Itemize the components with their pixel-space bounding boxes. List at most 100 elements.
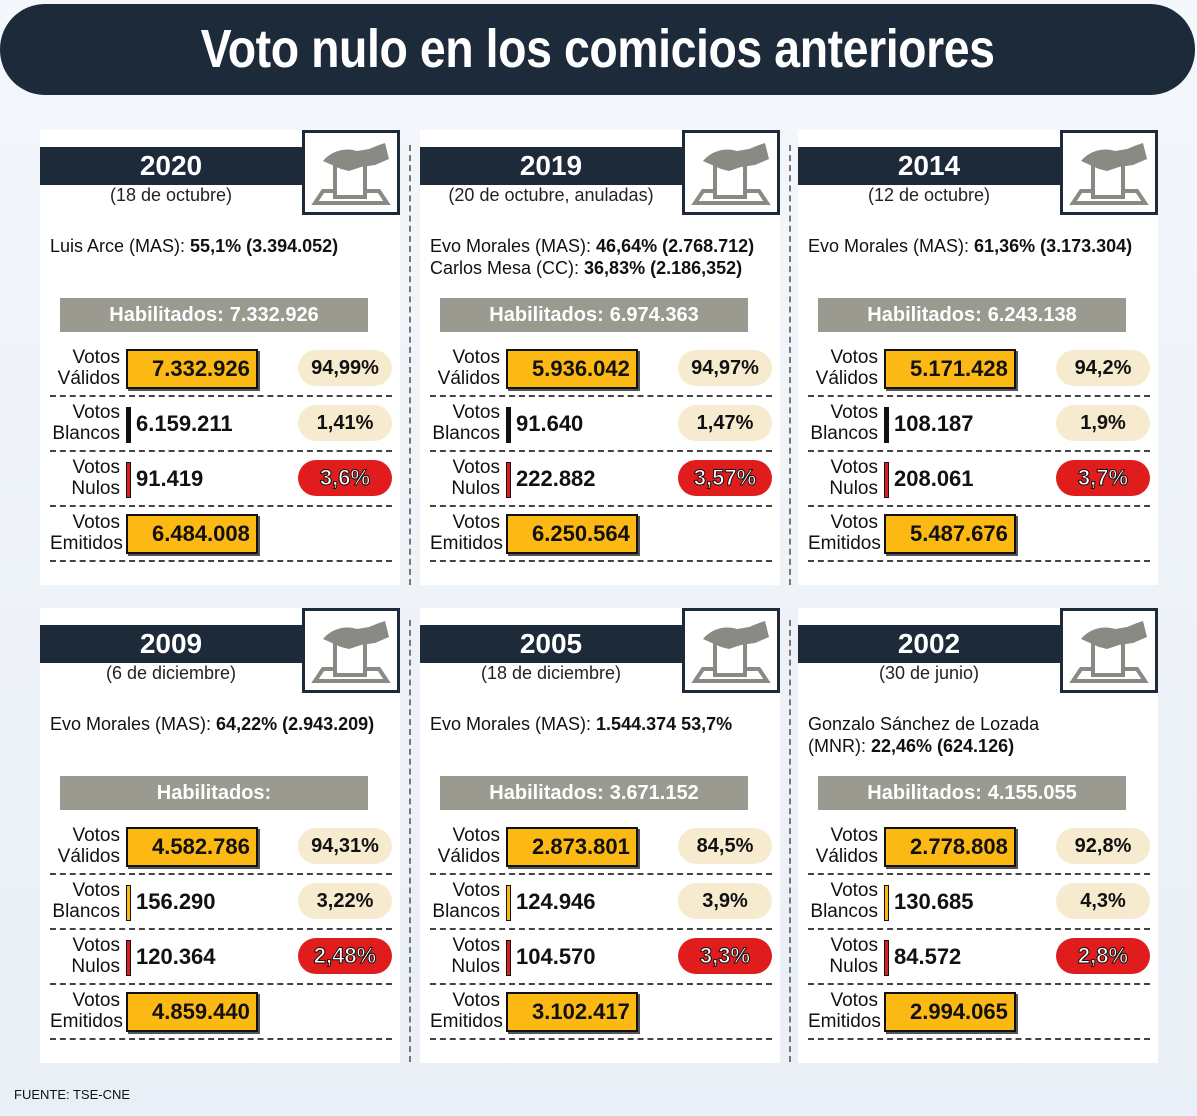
separator (789, 620, 791, 1062)
value-box: 2.994.065 (884, 992, 1016, 1032)
value: 208.061 (894, 466, 974, 491)
value: 84.572 (894, 944, 962, 969)
header: Voto nulo en los comicios anteriores (0, 4, 1195, 95)
habilitados-value: 4.155.055 (987, 782, 1077, 804)
separator (409, 145, 411, 585)
habilitados: Habilitados: 6.974.363 (440, 298, 748, 332)
percent: 3,7% (1056, 460, 1150, 496)
date: (18 de octubre) (109, 185, 233, 205)
habilitados: Habilitados: 3.671.152 (440, 776, 748, 810)
percent: 1,47% (678, 405, 772, 441)
year: 2019 (420, 147, 682, 185)
icon-box (1060, 608, 1158, 693)
result: 36,83% (2.186,352) (584, 258, 743, 278)
percent: 4,3% (1056, 883, 1150, 919)
panel: 2002 (30 de junio) Gonzalo Sánchez de Loza… (798, 608, 1158, 1063)
row-label: Votos Emitidos (808, 512, 881, 554)
value-bar (884, 885, 889, 921)
value: 222.882 (516, 466, 596, 491)
percent: 84,5% (678, 828, 772, 864)
row: Votos Blancos 91.640 1,47% (430, 397, 772, 452)
habilitados-label: Habilitados: (867, 782, 982, 804)
value-box: 4.859.440 (126, 992, 258, 1032)
row-label: Votos Válidos (57, 347, 120, 389)
date: (6 de diciembre) (105, 663, 237, 683)
habilitados-label: Habilitados: (867, 304, 982, 326)
row: Votos Emitidos 3.102.417 (430, 985, 772, 1040)
percent: 2,8% (1056, 938, 1150, 974)
row: Votos Emitidos 2.994.065 (808, 985, 1150, 1040)
percent: 3,57% (678, 460, 772, 496)
row-label: Votos Válidos (815, 347, 878, 389)
value: 6.159.211 (136, 411, 233, 436)
title: Voto nulo en los comicios anteriores (200, 19, 995, 79)
percent: 3,22% (298, 883, 392, 919)
row-label: Votos Válidos (437, 347, 500, 389)
percent: 3,3% (678, 938, 772, 974)
row: Votos Válidos 5.936.042 94,97% (430, 342, 772, 397)
value: 91.640 (516, 411, 584, 436)
habilitados-label: Habilitados: (156, 782, 272, 804)
row: Votos Válidos 4.582.786 94,31% (50, 820, 392, 875)
value: 108.187 (894, 411, 974, 436)
separator (409, 620, 411, 1062)
percent: 92,8% (1056, 828, 1150, 864)
value-bar (506, 940, 511, 976)
result: 46,64% (2.768.712) (596, 236, 755, 256)
row-label: Votos Válidos (437, 825, 500, 867)
year: 2014 (798, 147, 1060, 185)
row-label: Votos Blancos (52, 880, 120, 922)
candidate: Gonzalo Sánchez de Lozada (MNR): (808, 714, 1040, 756)
candidate: Evo Morales (MAS): (430, 236, 592, 256)
value-bar (506, 885, 511, 921)
row-label: Votos Emitidos (50, 512, 123, 554)
row-label: Votos Nulos (71, 935, 120, 977)
results: Evo Morales (MAS): 46,64% (2.768.712) Carl… (430, 235, 775, 279)
row: Votos Emitidos 6.484.008 (50, 507, 392, 562)
row: Votos Válidos 5.171.428 94,2% (808, 342, 1150, 397)
value-box: 7.332.926 (126, 349, 258, 389)
habilitados-value: 6.974.363 (609, 304, 699, 326)
percent: 3,6% (298, 460, 392, 496)
ballot-icon (691, 143, 771, 205)
row-label: Votos Blancos (432, 880, 500, 922)
value: 104.570 (516, 944, 596, 969)
panel: 2020 (18 de octubre) Luis Arce (MAS): 55,1%… (40, 130, 400, 585)
value-bar (884, 462, 889, 498)
result-line: Gonzalo Sánchez de Lozada (MNR): 22,46% (… (808, 713, 1153, 757)
habilitados-label: Habilitados: (109, 304, 224, 326)
value-bar (506, 407, 511, 443)
icon-box (302, 130, 400, 215)
value-bar (126, 407, 131, 443)
row-label: Votos Nulos (829, 935, 878, 977)
value: 124.946 (516, 889, 596, 914)
value-bar (506, 462, 511, 498)
value-bar (884, 407, 889, 443)
row: Votos Nulos 120.364 2,48% (50, 930, 392, 985)
habilitados: Habilitados: (60, 776, 368, 810)
row-label: Votos Emitidos (430, 512, 503, 554)
percent: 94,97% (678, 350, 772, 386)
row-label: Votos Nulos (71, 457, 120, 499)
icon-box (302, 608, 400, 693)
ballot-icon (311, 143, 391, 205)
row: Votos Válidos 2.778.808 92,8% (808, 820, 1150, 875)
habilitados: Habilitados: 7.332.926 (60, 298, 368, 332)
results: Gonzalo Sánchez de Lozada (MNR): 22,46% (… (808, 713, 1153, 757)
ballot-icon (1069, 143, 1149, 205)
row-label: Votos Blancos (432, 402, 500, 444)
row: Votos Blancos 6.159.211 1,41% (50, 397, 392, 452)
panel: 2005 (18 de diciembre) Evo Morales (MAS): 1… (420, 608, 780, 1063)
icon-box (1060, 130, 1158, 215)
value: 91.419 (136, 466, 204, 491)
date: (12 de octubre) (867, 185, 991, 205)
results: Luis Arce (MAS): 55,1% (3.394.052) (50, 235, 395, 257)
row-label: Votos Emitidos (808, 990, 881, 1032)
value-box: 5.936.042 (506, 349, 638, 389)
year: 2020 (40, 147, 302, 185)
row-label: Votos Emitidos (430, 990, 503, 1032)
result: 1.544.374 53,7% (596, 714, 733, 734)
row-label: Votos Nulos (451, 457, 500, 499)
panel: 2009 (6 de diciembre) Evo Morales (MAS): 64… (40, 608, 400, 1063)
